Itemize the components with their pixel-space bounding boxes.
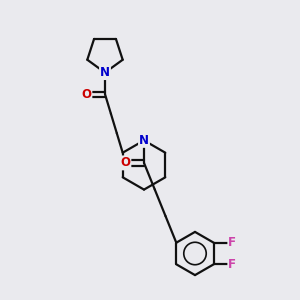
- Text: O: O: [120, 156, 130, 170]
- Text: F: F: [228, 236, 236, 249]
- Text: F: F: [228, 258, 236, 271]
- Text: N: N: [100, 66, 110, 79]
- Text: O: O: [81, 88, 92, 101]
- Text: N: N: [139, 134, 149, 147]
